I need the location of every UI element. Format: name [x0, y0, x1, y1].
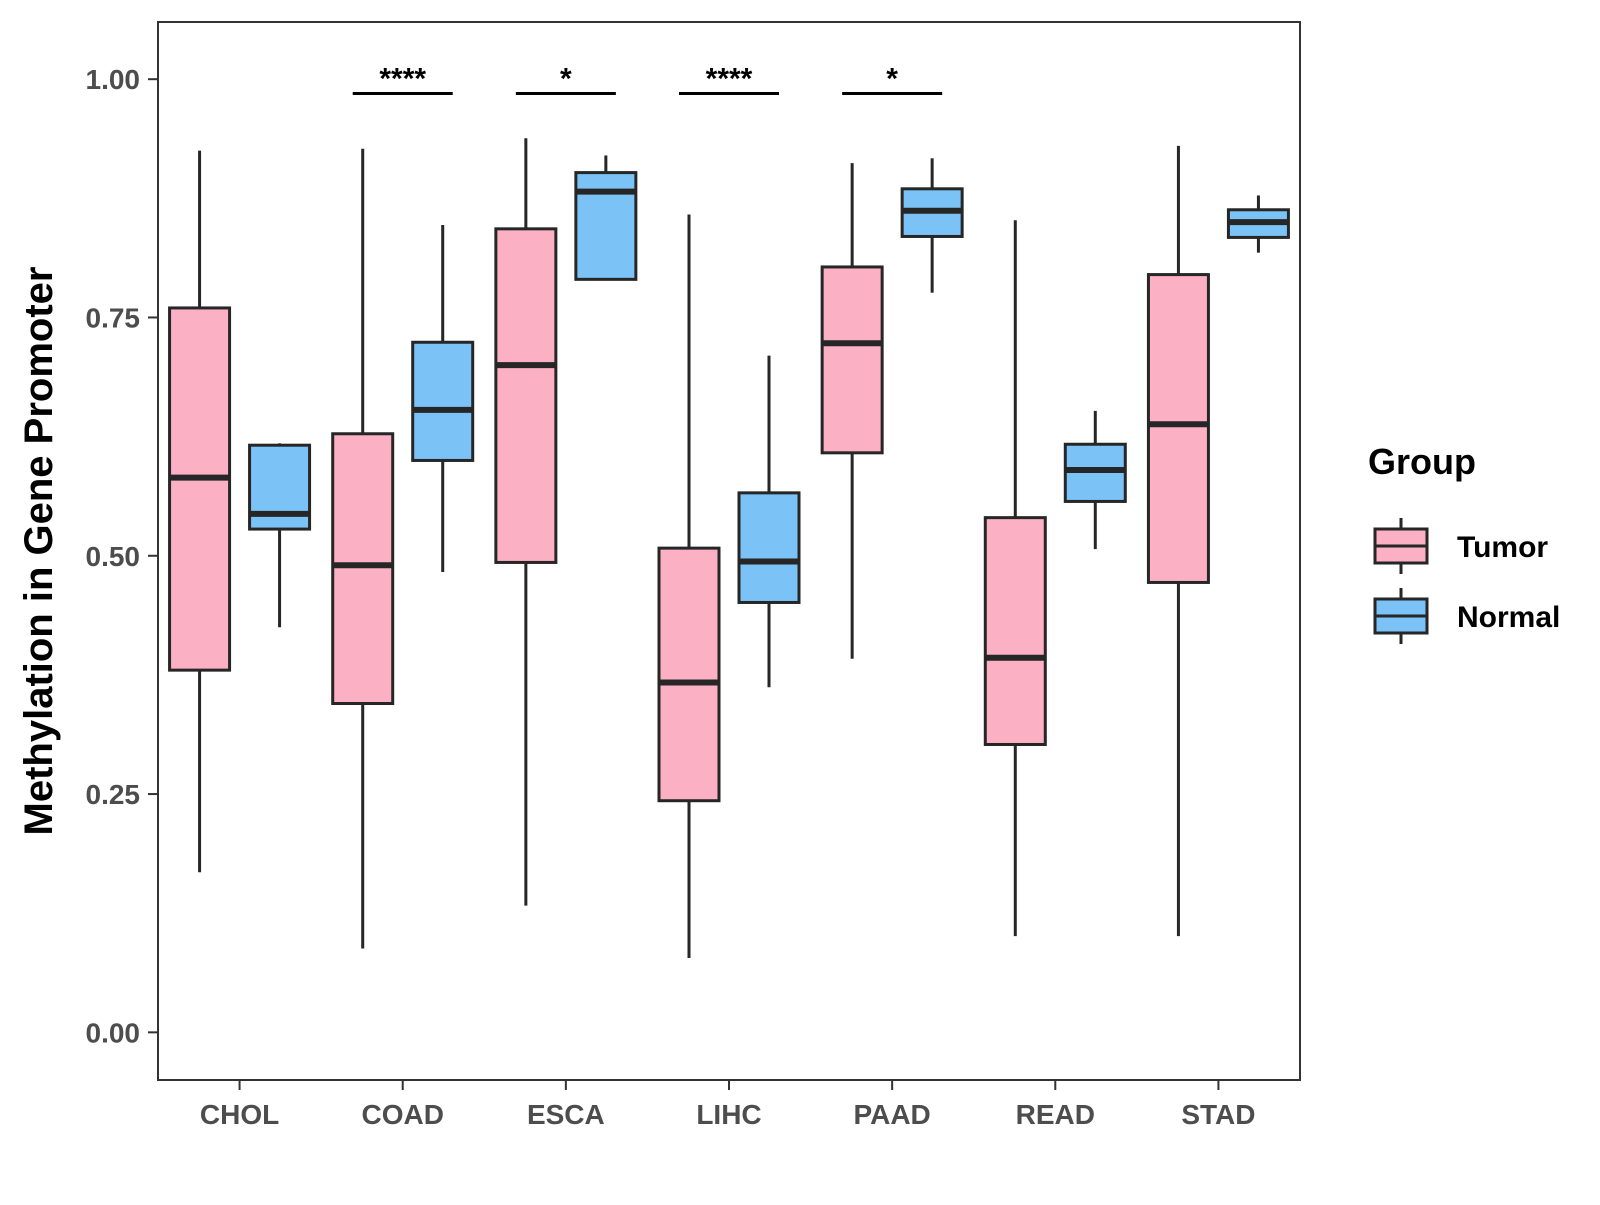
box-body	[657, 546, 721, 803]
x-tick-label: COAD	[361, 1099, 443, 1130]
legend-key-normal	[1373, 588, 1429, 644]
axes: 0.00 0.25 0.50 0.75 1.00 CHOL COAD ESCA LIHC PAAD…	[17, 21, 1301, 1130]
box-body	[983, 516, 1047, 746]
box-body	[574, 171, 638, 281]
legend-label-normal: Normal	[1457, 601, 1560, 634]
box-body	[168, 306, 232, 672]
x-tick-label: LIHC	[696, 1099, 761, 1130]
box-normal-stad	[1226, 195, 1290, 253]
box-tumor-coad	[331, 148, 395, 949]
y-tick-label: 0.50	[86, 541, 141, 572]
box-normal-paad	[900, 158, 964, 293]
significance-label: *	[560, 62, 572, 95]
significance-label: ****	[706, 62, 753, 95]
significance-label: *	[886, 62, 898, 95]
box-tumor-paad	[820, 163, 884, 659]
legend-title: Group	[1368, 441, 1476, 482]
y-tick-label: 0.25	[86, 779, 141, 810]
significance-label: ****	[379, 62, 426, 95]
x-tick-label: ESCA	[527, 1099, 605, 1130]
plot-area: **** * **** *	[168, 62, 1290, 958]
x-tick-label: CHOL	[200, 1099, 279, 1130]
panel-border	[157, 21, 1301, 1081]
box-normal-lihc	[737, 355, 801, 688]
box-normal-esca	[574, 155, 638, 281]
box-tumor-stad	[1146, 145, 1210, 937]
y-tick-label: 1.00	[86, 64, 141, 95]
box-normal-coad	[411, 225, 475, 572]
y-tick-label: 0.75	[86, 302, 141, 333]
legend-label-tumor: Tumor	[1457, 531, 1548, 564]
box-body	[494, 227, 558, 564]
box-body	[820, 265, 884, 455]
box-body	[1146, 273, 1210, 584]
box-tumor-lihc	[657, 214, 721, 958]
box-body	[737, 491, 801, 604]
box-body	[331, 432, 395, 706]
y-tick-label: 0.00	[86, 1017, 141, 1048]
x-tick-label: READ	[1016, 1099, 1095, 1130]
legend-key-tumor	[1373, 518, 1429, 574]
x-tick-label: PAAD	[854, 1099, 931, 1130]
box-tumor-esca	[494, 138, 558, 906]
box-body	[411, 340, 475, 462]
y-axis-label: Methylation in Gene Promoter	[17, 267, 61, 836]
box-normal-read	[1063, 410, 1127, 550]
x-tick-label: STAD	[1181, 1099, 1255, 1130]
box-tumor-read	[983, 220, 1047, 937]
box-normal-chol	[248, 443, 312, 628]
legend: Group Tumor Normal	[1368, 441, 1560, 644]
box-tumor-chol	[168, 150, 232, 873]
